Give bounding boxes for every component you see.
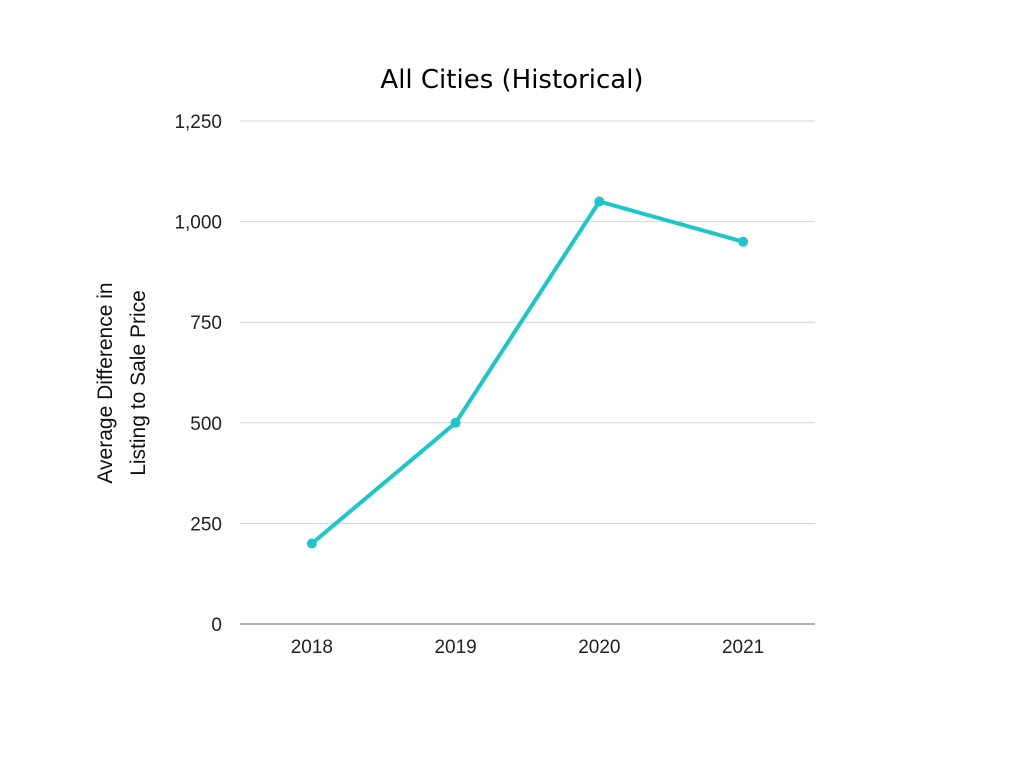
series-line: [309, 199, 746, 546]
y-tick-label: 750: [190, 313, 222, 334]
x-tick-label: 2021: [722, 637, 764, 658]
gridlines: [240, 120, 815, 625]
y-axis-label: Average Difference in Listing to Sale Pr…: [94, 282, 150, 483]
x-tick-label: 2020: [578, 637, 620, 658]
y-axis-ticks: 0 250 500 750 1,000 1,250: [174, 112, 222, 636]
x-tick-label: 2018: [291, 637, 333, 658]
chart-title: All Cities (Historical): [380, 65, 643, 95]
y-tick-label: 1,250: [174, 112, 222, 133]
data-point-2021: [738, 236, 749, 247]
y-axis-label-line-1: Average Difference in: [94, 282, 117, 483]
y-tick-label: 1,000: [174, 213, 222, 234]
y-tick-label: 0: [211, 615, 222, 636]
data-point-2020: [594, 196, 605, 207]
x-tick-label: 2019: [434, 637, 476, 658]
data-point-2018: [306, 538, 317, 549]
series-layer: [306, 196, 749, 549]
y-tick-label: 250: [190, 514, 222, 535]
y-axis-label-line-2: Listing to Sale Price: [127, 290, 150, 476]
data-point-2019: [450, 417, 461, 428]
x-axis-ticks: 2018 2019 2020 2021: [291, 637, 765, 658]
y-tick-label: 500: [190, 414, 222, 435]
